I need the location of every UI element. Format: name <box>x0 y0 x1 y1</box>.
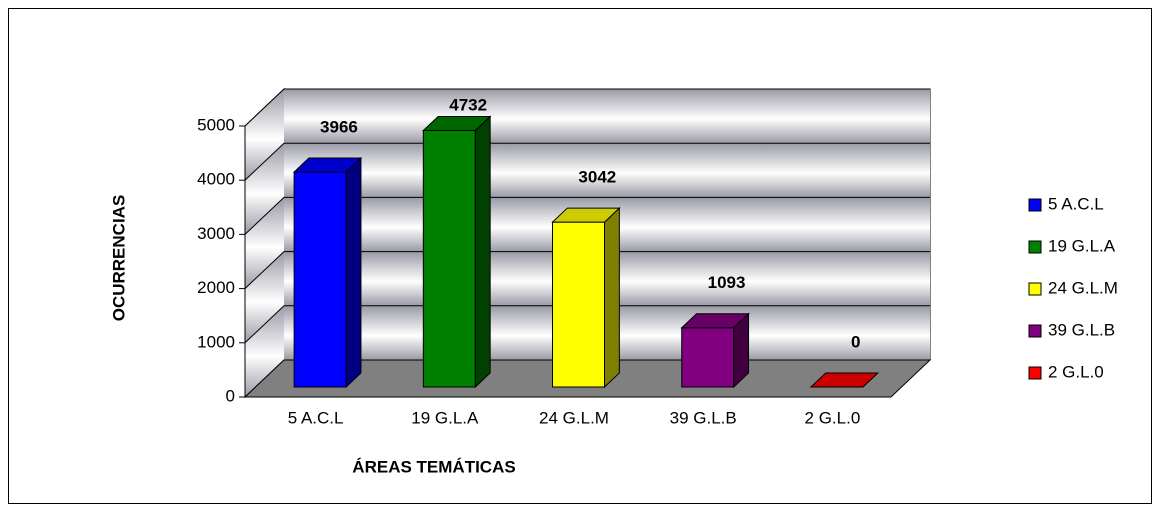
legend-label: 24 G.L.M <box>1048 278 1118 297</box>
data-label: 3966 <box>320 117 358 136</box>
wall-band <box>284 89 930 144</box>
legend-swatch <box>1028 198 1042 212</box>
grid-line <box>244 196 930 235</box>
bar <box>292 156 363 389</box>
y-tick-label: 1000 <box>197 332 235 351</box>
x-axis-title: ÁREAS TEMÁTICAS <box>352 457 515 476</box>
legend-swatch <box>1028 366 1042 380</box>
legend-swatch <box>1028 240 1042 254</box>
grid-line <box>244 88 930 127</box>
y-tick-label: 5000 <box>197 115 235 134</box>
bar <box>809 372 880 388</box>
y-tick-label: 3000 <box>197 224 235 243</box>
legend-label: 2 G.L.0 <box>1048 362 1104 381</box>
bar-top <box>551 207 621 223</box>
grid-line <box>244 142 930 181</box>
y-tick-label: 2000 <box>197 278 235 297</box>
bar <box>422 115 492 389</box>
bar-front <box>293 171 347 388</box>
bar <box>680 312 750 389</box>
wall-band <box>245 251 284 343</box>
grid-line <box>244 251 930 289</box>
legend-label: 19 G.L.A <box>1048 236 1116 255</box>
grid-line <box>244 305 930 344</box>
legend-swatch <box>1028 282 1042 296</box>
bar-top <box>809 372 880 388</box>
x-tick-label: 24 G.L.M <box>539 408 609 427</box>
legend-label: 5 A.C.L <box>1048 194 1104 213</box>
x-tick-label: 5 A.C.L <box>288 408 344 427</box>
x-tick-label: 2 G.L.0 <box>805 408 861 427</box>
bar-front <box>552 221 606 388</box>
data-label: 1093 <box>708 273 746 292</box>
bar-side <box>604 206 620 389</box>
y-tick-label: 0 <box>226 386 235 405</box>
data-label: 3042 <box>578 168 616 187</box>
legend-swatch <box>1028 324 1042 338</box>
wall-band <box>245 89 284 181</box>
bar-top <box>292 157 363 173</box>
data-label: 0 <box>851 332 860 351</box>
y-tick-label: 4000 <box>197 170 235 189</box>
bar-side <box>345 156 362 389</box>
wall-band <box>245 143 284 235</box>
x-tick-label: 39 G.L.B <box>670 408 737 427</box>
legend-label: 39 G.L.B <box>1048 320 1115 339</box>
wall-band <box>245 197 284 289</box>
data-label: 4732 <box>449 95 487 114</box>
bar-front <box>422 130 476 388</box>
bar-top <box>680 313 750 329</box>
y-axis-title: OCURRENCIAS <box>109 195 128 322</box>
x-tick-label: 19 G.L.A <box>411 408 479 427</box>
bar-front <box>681 327 735 388</box>
wall-band <box>245 305 284 397</box>
bar <box>551 206 621 389</box>
bar-side <box>474 115 491 389</box>
bar-top <box>422 115 492 132</box>
